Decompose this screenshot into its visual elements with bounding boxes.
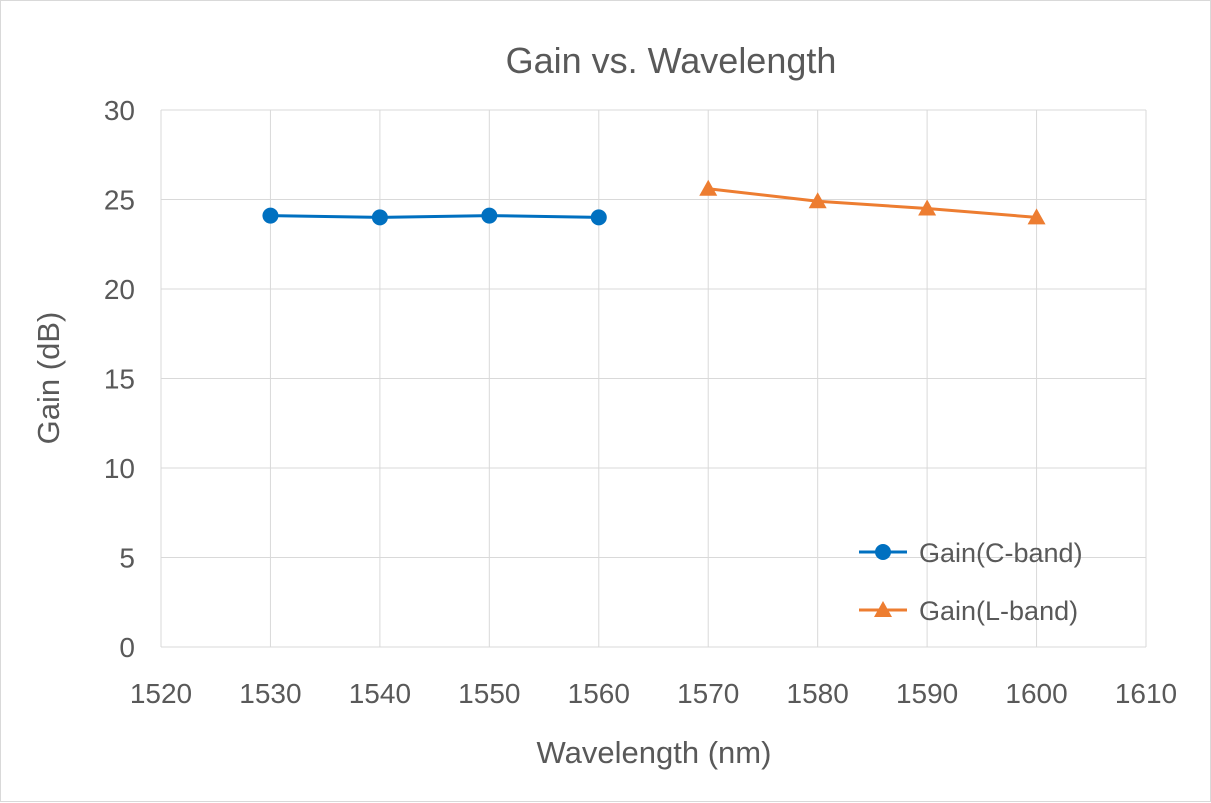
x-tick-label: 1570 [677,678,739,709]
legend-marker-c-band [875,544,891,560]
x-tick-label: 1540 [349,678,411,709]
x-tick-label: 1590 [896,678,958,709]
legend-item-l-band: Gain(L-band) [859,596,1078,626]
data-point-c-band [371,209,388,226]
x-tick-label: 1520 [130,678,192,709]
legend-label-c-band: Gain(C-band) [919,538,1083,568]
data-point-c-band [481,207,498,224]
x-tick-label: 1530 [239,678,301,709]
data-point-l-band [808,192,827,209]
x-tick-label: 1550 [458,678,520,709]
y-tick-label: 0 [119,632,135,663]
grid-lines [160,109,1147,648]
data-point-c-band [590,209,607,226]
x-tick-label: 1600 [1005,678,1067,709]
legend-marker-l-band [874,601,892,617]
series-layer [262,179,1046,226]
axis-ticks: 1520 1530 1540 1550 1560 1570 1580 1590 1600 1610… [104,95,1177,709]
y-tick-label: 5 [119,543,135,574]
y-tick-label: 30 [104,95,135,126]
legend: Gain(C-band) Gain(L-band) [859,538,1083,626]
series-line-c-band [268,214,601,219]
series-line-l-band [706,187,1039,219]
data-point-l-band [1027,208,1046,225]
x-tick-label: 1580 [787,678,849,709]
y-tick-label: 10 [104,453,135,484]
y-tick-label: 25 [104,185,135,216]
y-tick-label: 20 [104,274,135,305]
legend-item-c-band: Gain(C-band) [859,538,1083,568]
x-axis-label: Wavelength (nm) [537,735,772,770]
data-point-l-band [918,199,937,216]
data-point-l-band [699,179,718,196]
x-tick-label: 1610 [1115,678,1177,709]
legend-label-l-band: Gain(L-band) [919,596,1078,626]
data-point-c-band [262,207,279,224]
chart-title: Gain vs. Wavelength [506,40,837,81]
x-tick-label: 1560 [568,678,630,709]
y-tick-label: 15 [104,364,135,395]
y-axis-label: Gain (dB) [31,312,66,445]
